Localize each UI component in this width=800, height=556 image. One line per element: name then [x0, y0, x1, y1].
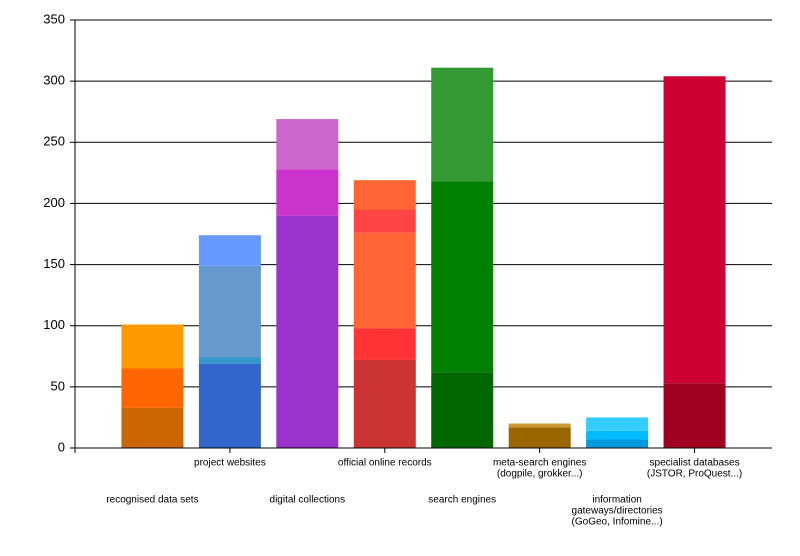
bar-segment: [431, 67, 494, 182]
y-tick-label: 100: [43, 317, 65, 332]
y-tick-label: 250: [43, 134, 65, 149]
x-tick-label: meta-search engines: [493, 458, 586, 469]
y-tick-label: 150: [43, 256, 65, 271]
bar-segment: [198, 357, 261, 364]
bar-segment: [353, 359, 416, 448]
bar-segment: [276, 119, 339, 170]
x-tick-label: (GoGeo, Infomine...): [572, 517, 663, 528]
bar-segment: [198, 363, 261, 448]
x-tick-label: recognised data sets: [106, 495, 198, 506]
bar-segment: [121, 324, 184, 369]
bar-segment: [431, 181, 494, 373]
bar-segment: [663, 76, 726, 384]
y-tick-label: 50: [51, 378, 65, 393]
bar-segment: [508, 427, 571, 448]
bar-segment: [121, 407, 184, 448]
bar-segment: [276, 169, 339, 216]
bar-segment: [353, 209, 416, 233]
bar-segment: [508, 423, 571, 428]
bar-segment: [353, 232, 416, 329]
x-tick-label: digital collections: [270, 495, 346, 506]
x-tick-label: (JSTOR, ProQuest...): [647, 469, 742, 480]
bar-segment: [121, 368, 184, 408]
bar-segment: [586, 417, 649, 431]
bar-segment: [586, 439, 649, 448]
y-tick-label: 350: [43, 11, 65, 26]
x-tick-label: project websites: [194, 458, 266, 469]
bar-segment: [353, 328, 416, 360]
x-tick-label: official online records: [338, 458, 432, 469]
y-tick-label: 300: [43, 73, 65, 88]
bar-segment: [198, 235, 261, 266]
x-tick-label: specialist databases: [650, 458, 740, 469]
bar-segment: [353, 180, 416, 210]
bar-segment: [663, 383, 726, 448]
bar-segment: [198, 265, 261, 358]
bar-segment: [431, 372, 494, 448]
y-tick-label: 200: [43, 195, 65, 210]
bar-segment: [276, 215, 339, 448]
x-tick-label: information: [592, 495, 641, 506]
x-tick-label: gateways/directories: [572, 506, 663, 517]
bar-segment: [586, 430, 649, 440]
y-tick-label: 0: [58, 439, 65, 454]
x-tick-label: (dogpile, grokker...): [497, 469, 583, 480]
x-tick-label: search engines: [428, 495, 496, 506]
